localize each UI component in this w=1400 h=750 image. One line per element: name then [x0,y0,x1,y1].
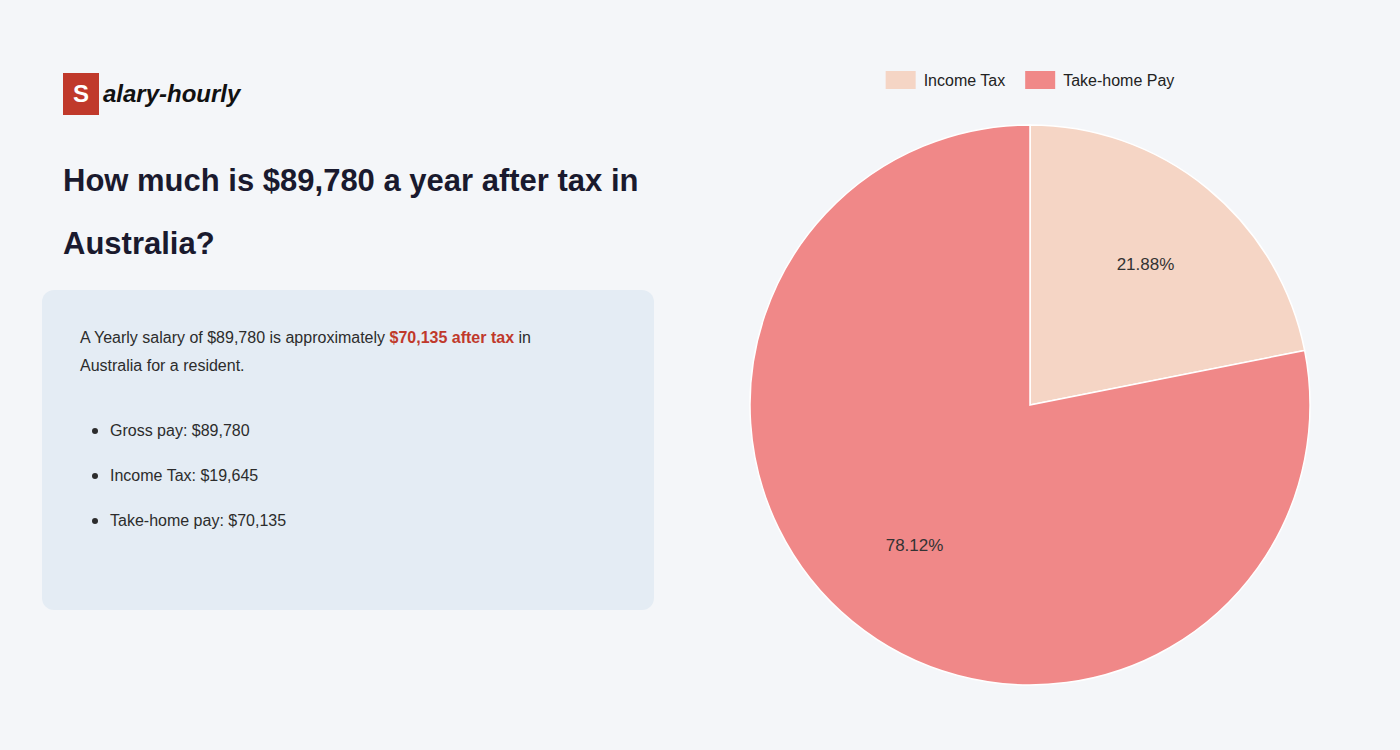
data-label: 21.88% [1117,255,1175,274]
slices [750,125,1310,685]
legend-item: Take-home Pay [1025,71,1174,89]
bullet-item: Income Tax: $19,645 [92,453,624,498]
legend-label: Take-home Pay [1063,72,1174,89]
data-label: 78.12% [886,536,944,555]
bullet-dot [92,428,98,434]
logo-letter: S [63,73,99,115]
legend-item: Income Tax [886,71,1006,89]
bullet-dot [92,473,98,479]
title: Australia? [63,226,215,262]
bullet-item: Gross pay: $89,780 [92,408,624,453]
paragraph-text: A Yearly salary of $89,780 is approximat… [80,329,390,346]
info-box: A Yearly salary of $89,780 is approximat… [42,290,654,610]
data-labels: 21.88% 78.12% [886,255,1175,555]
title: How much is $89,780 a year after tax in [63,163,639,199]
logo-text: alary-hourly [103,80,240,108]
bullet-list: Gross pay: $89,780 Income Tax: $19,645 Tak… [80,408,624,543]
bullet-text: Gross pay: $89,780 [110,422,250,440]
legend-swatch [1025,71,1055,89]
bullet-text: Income Tax: $19,645 [110,467,258,485]
paragraph-text: Australia for a resident. [80,352,624,380]
pie-slice [750,125,1310,685]
legend-swatch [886,71,916,89]
page: {"chart_data": {"type": "pie", "title": … [0,0,1400,750]
highlight-text: $70,135 after tax [390,329,515,346]
pie-chart: 21.88% 78.12% Income Tax Take-home Pay [700,0,1400,750]
legend-label: Income Tax [924,72,1006,89]
paragraph-text: in [514,329,531,346]
legend: Income Tax Take-home Pay [886,71,1175,89]
bullet-text: Take-home pay: $70,135 [110,512,286,530]
chart-panel: 21.88% 78.12% Income Tax Take-home Pay [700,0,1400,750]
bullet-item: Take-home pay: $70,135 [92,498,624,543]
bullet-dot [92,518,98,524]
logo: Salary-hourly [63,73,240,115]
paragraph-line: A Yearly salary of $89,780 is approximat… [80,324,624,352]
text-panel: Salary-hourly How much is $89,780 a year … [0,0,700,750]
